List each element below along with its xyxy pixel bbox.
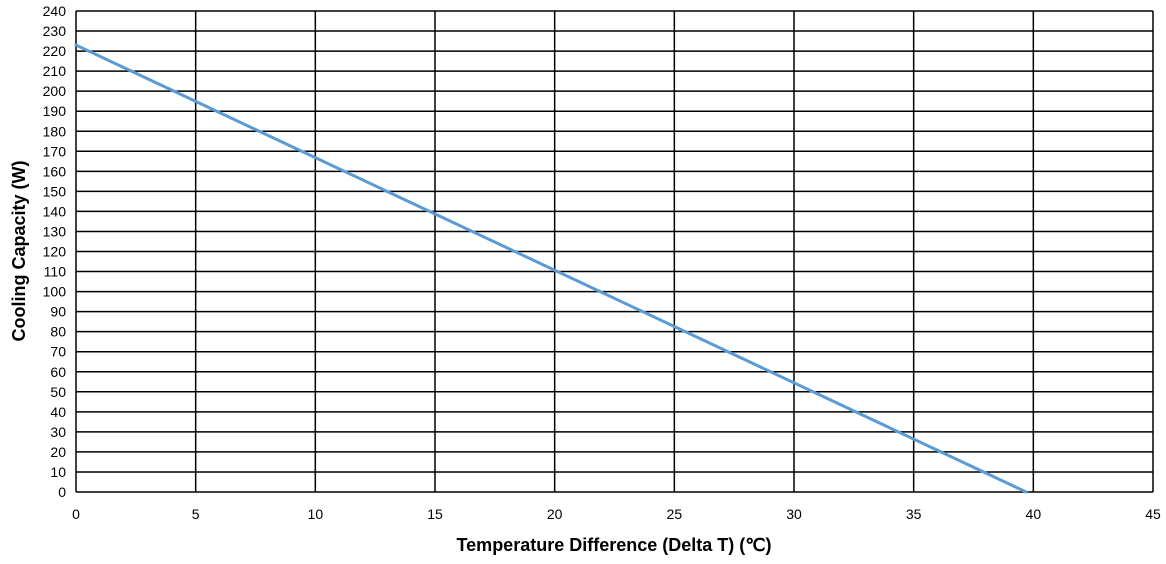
y-tick-label-110: 110 <box>44 264 67 280</box>
y-tick-label-150: 150 <box>43 183 67 199</box>
y-tick-label-10: 10 <box>50 464 66 480</box>
y-tick-label-30: 30 <box>50 424 66 440</box>
x-tick-label-0: 0 <box>72 506 80 522</box>
y-tick-label-0: 0 <box>58 484 66 500</box>
y-tick-label-130: 130 <box>43 223 67 239</box>
y-axis-tick-labels: 0 10 20 30 40 50 60 70 80 90 100 110 120 130 140 150 160… <box>43 3 67 500</box>
y-tick-label-70: 70 <box>50 344 66 360</box>
x-axis-tick-labels: 0 5 10 15 20 25 30 35 40 45 <box>72 506 1161 522</box>
x-tick-label-5: 5 <box>192 506 200 522</box>
x-tick-label-25: 25 <box>667 506 683 522</box>
y-axis-title: Cooling Capacity (W) <box>9 161 29 342</box>
x-tick-label-40: 40 <box>1026 506 1042 522</box>
series-line-0 <box>74 43 1028 494</box>
series-layer <box>74 43 1028 494</box>
x-tick-label-30: 30 <box>786 506 802 522</box>
y-tick-label-140: 140 <box>43 203 67 219</box>
y-tick-label-230: 230 <box>43 23 67 39</box>
x-axis-title: Temperature Difference (Delta T) (℃) <box>457 535 772 555</box>
y-tick-label-180: 180 <box>43 123 67 139</box>
y-tick-label-100: 100 <box>43 284 67 300</box>
y-tick-label-90: 90 <box>50 304 66 320</box>
y-tick-label-50: 50 <box>50 384 66 400</box>
y-tick-label-120: 120 <box>43 244 67 260</box>
y-tick-label-20: 20 <box>50 444 66 460</box>
y-tick-label-240: 240 <box>43 3 67 19</box>
y-tick-label-220: 220 <box>43 43 67 59</box>
y-tick-label-80: 80 <box>50 324 66 340</box>
grid <box>75 10 1154 493</box>
x-tick-label-45: 45 <box>1145 506 1161 522</box>
x-tick-label-10: 10 <box>308 506 324 522</box>
y-tick-label-200: 200 <box>43 83 67 99</box>
y-tick-label-160: 160 <box>43 163 67 179</box>
y-tick-label-60: 60 <box>50 364 66 380</box>
x-tick-label-20: 20 <box>547 506 563 522</box>
y-tick-label-210: 210 <box>43 63 67 79</box>
y-tick-label-190: 190 <box>43 103 67 119</box>
y-tick-label-40: 40 <box>50 404 66 420</box>
y-tick-label-170: 170 <box>43 143 67 159</box>
x-tick-label-35: 35 <box>906 506 922 522</box>
x-tick-label-15: 15 <box>427 506 443 522</box>
